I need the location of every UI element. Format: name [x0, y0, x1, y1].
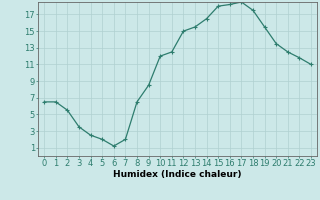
X-axis label: Humidex (Indice chaleur): Humidex (Indice chaleur): [113, 170, 242, 179]
